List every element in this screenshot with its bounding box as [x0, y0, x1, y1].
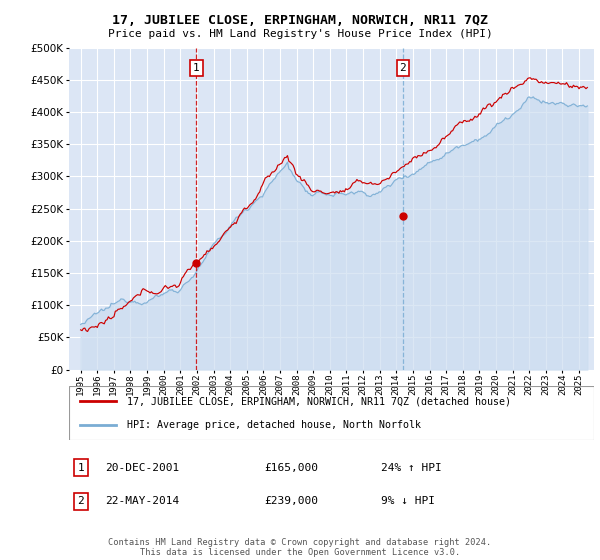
Text: 1: 1 — [193, 63, 200, 73]
Line: 17, JUBILEE CLOSE, ERPINGHAM, NORWICH, NR11 7QZ (detached house): 17, JUBILEE CLOSE, ERPINGHAM, NORWICH, N… — [80, 78, 587, 332]
HPI: Average price, detached house, North Norfolk: (2e+03, 7e+04): Average price, detached house, North Nor… — [77, 321, 84, 328]
HPI: Average price, detached house, North Norfolk: (2e+03, 1.2e+05): Average price, detached house, North Nor… — [163, 289, 170, 296]
17, JUBILEE CLOSE, ERPINGHAM, NORWICH, NR11 7QZ (detached house) — [84, 328, 91, 335]
17, JUBILEE CLOSE, ERPINGHAM, NORWICH, NR11 7QZ (detached house) — [164, 285, 172, 292]
HPI: Average price, detached house, North Norfolk: (2.02e+03, 4.24e+05): Average price, detached house, North Nor… — [530, 94, 537, 100]
Text: 1: 1 — [77, 463, 85, 473]
Text: 17, JUBILEE CLOSE, ERPINGHAM, NORWICH, NR11 7QZ: 17, JUBILEE CLOSE, ERPINGHAM, NORWICH, N… — [112, 14, 488, 27]
HPI: Average price, detached house, North Norfolk: (2.02e+03, 3.21e+05): Average price, detached house, North Nor… — [424, 159, 431, 166]
Text: 9% ↓ HPI: 9% ↓ HPI — [381, 496, 435, 506]
Text: HPI: Average price, detached house, North Norfolk: HPI: Average price, detached house, Nort… — [127, 419, 421, 430]
Text: Contains HM Land Registry data © Crown copyright and database right 2024.
This d: Contains HM Land Registry data © Crown c… — [109, 538, 491, 557]
17, JUBILEE CLOSE, ERPINGHAM, NORWICH, NR11 7QZ (detached house) — [128, 297, 136, 304]
17, JUBILEE CLOSE, ERPINGHAM, NORWICH, NR11 7QZ (detached house) — [425, 147, 433, 154]
HPI: Average price, detached house, North Norfolk: (2.02e+03, 3.45e+05): Average price, detached house, North Nor… — [452, 144, 459, 151]
17, JUBILEE CLOSE, ERPINGHAM, NORWICH, NR11 7QZ (detached house) — [182, 269, 190, 276]
Text: £239,000: £239,000 — [264, 496, 318, 506]
Text: 2: 2 — [77, 496, 85, 506]
Text: 17, JUBILEE CLOSE, ERPINGHAM, NORWICH, NR11 7QZ (detached house): 17, JUBILEE CLOSE, ERPINGHAM, NORWICH, N… — [127, 396, 511, 407]
Text: 20-DEC-2001: 20-DEC-2001 — [105, 463, 179, 473]
17, JUBILEE CLOSE, ERPINGHAM, NORWICH, NR11 7QZ (detached house) — [352, 179, 359, 185]
HPI: Average price, detached house, North Norfolk: (2e+03, 1.33e+05): Average price, detached house, North Nor… — [181, 281, 188, 287]
17, JUBILEE CLOSE, ERPINGHAM, NORWICH, NR11 7QZ (detached house) — [77, 326, 84, 333]
HPI: Average price, detached house, North Norfolk: (2.01e+03, 2.73e+05): Average price, detached house, North Nor… — [350, 190, 358, 197]
HPI: Average price, detached house, North Norfolk: (2.03e+03, 4.09e+05): Average price, detached house, North Nor… — [584, 102, 591, 109]
Text: 22-MAY-2014: 22-MAY-2014 — [105, 496, 179, 506]
17, JUBILEE CLOSE, ERPINGHAM, NORWICH, NR11 7QZ (detached house) — [584, 84, 591, 91]
Line: HPI: Average price, detached house, North Norfolk: HPI: Average price, detached house, Nort… — [80, 97, 587, 324]
17, JUBILEE CLOSE, ERPINGHAM, NORWICH, NR11 7QZ (detached house) — [453, 122, 460, 128]
Text: £165,000: £165,000 — [264, 463, 318, 473]
HPI: Average price, detached house, North Norfolk: (2e+03, 1.05e+05): Average price, detached house, North Nor… — [127, 299, 134, 306]
Text: Price paid vs. HM Land Registry's House Price Index (HPI): Price paid vs. HM Land Registry's House … — [107, 29, 493, 39]
Text: 24% ↑ HPI: 24% ↑ HPI — [381, 463, 442, 473]
Text: 2: 2 — [400, 63, 406, 73]
17, JUBILEE CLOSE, ERPINGHAM, NORWICH, NR11 7QZ (detached house) — [527, 74, 534, 81]
